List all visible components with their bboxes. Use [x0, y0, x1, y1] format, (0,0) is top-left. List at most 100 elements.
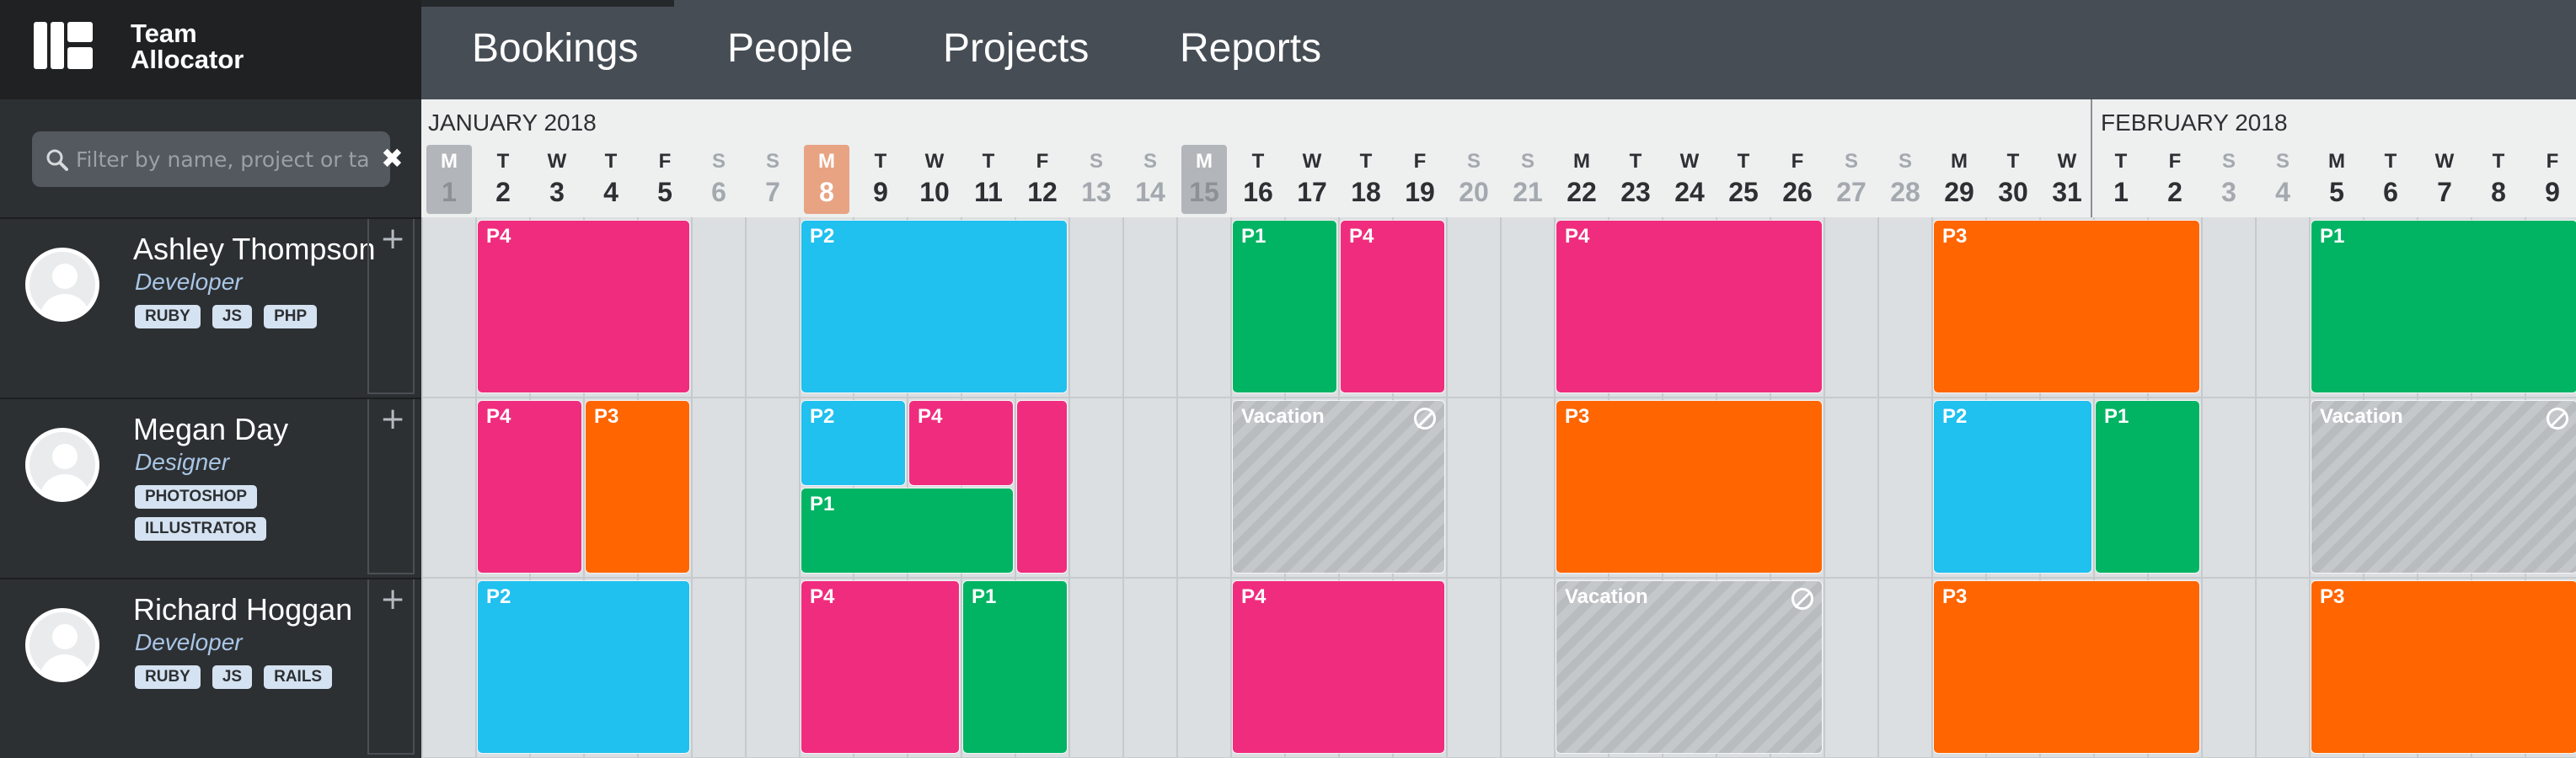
booking-block[interactable]: P4: [909, 401, 1013, 485]
person-role: Designer: [135, 449, 230, 475]
avatar: [25, 428, 99, 502]
vacation-block[interactable]: Vacation: [1556, 581, 1822, 753]
tab-people[interactable]: People: [727, 26, 854, 71]
tag-badge[interactable]: PHOTOSHOP: [135, 485, 258, 509]
day-of-week: W: [1679, 150, 1700, 173]
day-header-11: F 12: [1020, 145, 1065, 214]
day-of-week: F: [658, 150, 672, 173]
day-header-19: S 20: [1451, 145, 1497, 214]
booking-block[interactable]: P1: [2096, 401, 2199, 573]
vacation-block[interactable]: Vacation: [2311, 401, 2576, 573]
booking-block[interactable]: P3: [1934, 581, 2199, 753]
booking-block[interactable]: P3: [586, 401, 689, 573]
grid-column-line: [421, 217, 423, 758]
booking-block[interactable]: P3: [1934, 221, 2199, 392]
day-number: 2: [2167, 177, 2182, 207]
day-header-10: T 11: [966, 145, 1011, 214]
booking-block[interactable]: P1: [2311, 221, 2576, 392]
day-number: 28: [1890, 177, 1920, 207]
day-of-week: T: [2114, 150, 2128, 173]
day-of-week: S: [2221, 150, 2236, 173]
booking-block[interactable]: P4: [478, 221, 689, 392]
booking-label: P3: [2320, 585, 2345, 608]
booking-block[interactable]: P3: [2311, 581, 2576, 753]
booking-block[interactable]: P2: [478, 581, 689, 753]
tag-list: RUBY JS PHP: [135, 305, 379, 337]
booking-block[interactable]: P1: [963, 581, 1067, 753]
day-number: 16: [1243, 177, 1273, 207]
day-number: 23: [1620, 177, 1651, 207]
day-number: 2: [495, 177, 511, 207]
day-number: 17: [1297, 177, 1327, 207]
vacation-block[interactable]: Vacation: [1233, 401, 1444, 573]
day-of-week: W: [547, 150, 567, 173]
booking-label: P1: [810, 493, 835, 515]
day-of-week: W: [2434, 150, 2455, 173]
day-of-week: T: [874, 150, 887, 173]
day-number: 6: [711, 177, 726, 207]
tag-badge[interactable]: RAILS: [264, 665, 333, 689]
add-booking-icon[interactable]: +: [380, 582, 406, 617]
booking-block[interactable]: [1017, 401, 1067, 573]
tag-badge[interactable]: RUBY: [135, 665, 201, 689]
grid-column-line: [2255, 217, 2257, 758]
booking-block[interactable]: P4: [1556, 221, 1822, 392]
clear-filter-icon[interactable]: ✖: [381, 142, 404, 174]
day-number: 9: [873, 177, 888, 207]
booking-block[interactable]: P4: [1233, 581, 1444, 753]
tag-badge[interactable]: PHP: [264, 305, 318, 328]
tag-badge[interactable]: RUBY: [135, 305, 201, 328]
booking-block[interactable]: P3: [1556, 401, 1822, 573]
booking-block[interactable]: P4: [478, 401, 581, 573]
tag-badge[interactable]: JS: [212, 665, 253, 689]
tab-projects[interactable]: Projects: [943, 26, 1090, 71]
add-booking-icon[interactable]: +: [380, 222, 406, 256]
month-divider: [2091, 99, 2092, 217]
day-number: 18: [1351, 177, 1381, 207]
day-header-30: W 31: [2044, 145, 2090, 214]
booking-label: P4: [1349, 225, 1374, 248]
day-number: 20: [1459, 177, 1489, 207]
grid-column-line: [2309, 217, 2311, 758]
booking-block[interactable]: P1: [1233, 221, 1336, 392]
booking-label: P2: [1942, 405, 1968, 428]
day-number: 5: [657, 177, 672, 207]
grid-column-line: [961, 217, 962, 758]
booking-block[interactable]: P2: [801, 401, 905, 485]
tag-badge[interactable]: ILLUSTRATOR: [135, 517, 267, 541]
booking-block[interactable]: P2: [801, 221, 1067, 392]
day-header-16: W 17: [1289, 145, 1335, 214]
person-role: Developer: [135, 269, 243, 295]
filter-box: ✖: [32, 131, 404, 187]
day-of-week: F: [1413, 150, 1427, 173]
tab-bookings[interactable]: Bookings: [472, 26, 639, 71]
day-header-20: S 21: [1505, 145, 1550, 214]
day-header-23: W 24: [1667, 145, 1712, 214]
tab-reports[interactable]: Reports: [1180, 26, 1322, 71]
tag-badge[interactable]: JS: [212, 305, 253, 328]
person-name[interactable]: Richard Hoggan: [133, 592, 353, 627]
day-of-week: T: [1737, 150, 1750, 173]
booking-block[interactable]: P4: [1341, 221, 1444, 392]
person-name[interactable]: Ashley Thompson: [133, 232, 376, 266]
booking-block[interactable]: P2: [1934, 401, 2091, 573]
filter-input[interactable]: [76, 140, 371, 179]
brand-name: Team Allocator: [131, 20, 244, 72]
add-booking-icon[interactable]: +: [380, 402, 406, 436]
booking-block[interactable]: P4: [801, 581, 959, 753]
person-name[interactable]: Megan Day: [133, 412, 289, 446]
booking-label: P4: [810, 585, 835, 608]
booking-label: P1: [2320, 225, 2345, 248]
day-number: 7: [765, 177, 780, 207]
day-of-week: S: [1844, 150, 1858, 173]
booking-block[interactable]: P1: [801, 488, 1013, 573]
avatar: [25, 248, 99, 322]
